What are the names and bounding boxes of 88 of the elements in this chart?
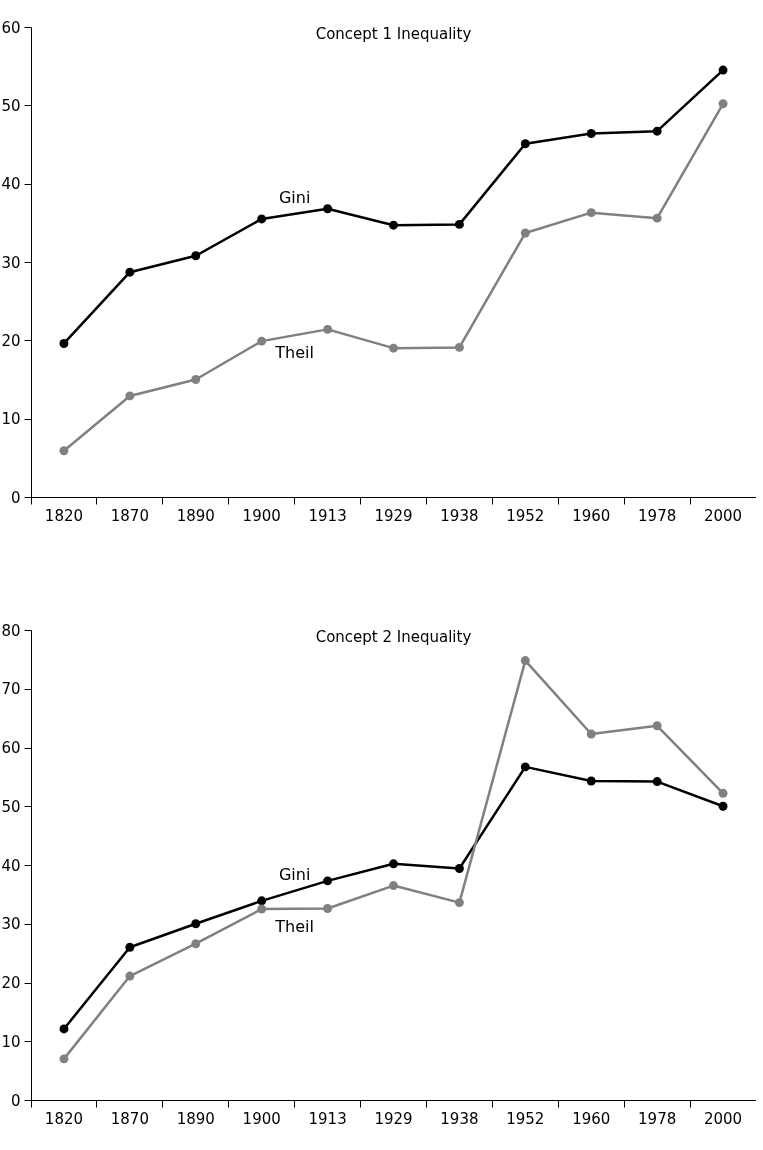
x-tick-label: 1938 [440,1109,479,1128]
point [257,896,267,906]
x-tick-label: 2000 [703,506,743,525]
y-tick-label: 60 [1,739,21,757]
x-tick-label: 1913 [308,1109,347,1128]
point [323,876,333,886]
y-tick-label: 0 [10,1091,21,1110]
point [389,343,398,353]
point [389,859,398,869]
point [652,213,662,223]
point [125,942,135,952]
series-label: Theil [274,916,314,936]
point [257,904,267,914]
point [718,801,728,811]
x-tick-label: 1870 [110,1109,149,1128]
point [652,777,662,787]
point [454,342,464,352]
y-tick-label: 10 [1,1032,21,1051]
y-tick-label: 0 [10,488,21,507]
series-label: Theil [274,343,314,363]
x-tick-label: 1890 [176,506,215,525]
point [125,971,135,981]
point [59,1024,69,1034]
point [454,898,464,908]
y-tick-label: 10 [1,410,21,429]
point [718,99,728,109]
point [389,220,398,230]
point [586,129,596,138]
y-tick-label: 50 [1,96,21,115]
y-tick-label: 30 [1,915,21,934]
y-tick-label: 60 [1,18,21,37]
x-tick-label: 1929 [374,1109,413,1128]
point [652,126,662,136]
x-tick-label: 2000 [703,1109,743,1128]
point [59,1054,69,1064]
point [191,919,201,929]
y-tick-label: 80 [1,621,21,640]
x-tick-label: 1890 [176,1109,215,1128]
point [389,881,398,891]
point [652,721,662,731]
point [718,65,728,75]
point [586,776,596,786]
point [257,336,267,346]
x-tick-label: 1978 [638,1109,677,1128]
x-tick-label: 1913 [308,506,347,525]
point [257,214,267,224]
chart-title: Concept 1 Inequality [315,25,472,43]
point [520,656,530,666]
y-tick-label: 70 [1,680,21,699]
point [191,939,201,949]
point [191,375,201,384]
point [520,139,530,149]
x-tick-label: 1820 [44,1109,84,1128]
series-label: Gini [278,864,311,884]
y-tick-label: 50 [1,797,21,816]
point [454,219,464,229]
y-tick-label: 40 [1,856,21,875]
point [59,446,69,456]
x-tick-label: 1978 [638,506,677,525]
point [59,339,69,348]
x-tick-label: 1820 [44,506,84,525]
point [586,729,596,739]
y-tick-label: 20 [1,331,21,350]
x-tick-label: 1900 [242,1109,281,1128]
point [125,391,135,401]
point [586,208,596,218]
point [718,788,728,798]
series-label: Gini [278,187,311,207]
x-tick-label: 1952 [506,506,545,525]
x-tick-label: 1952 [506,1109,545,1128]
point [520,762,530,772]
x-tick-label: 1870 [110,506,149,525]
point [520,228,530,238]
x-tick-label: 1960 [572,1109,611,1128]
point [454,864,464,873]
point [191,251,201,261]
point [323,904,333,913]
x-tick-label: 1929 [374,506,413,525]
y-tick-label: 40 [1,175,21,194]
x-tick-label: 1900 [242,506,281,525]
point [323,324,333,334]
point [323,204,333,214]
x-tick-label: 1960 [572,506,611,525]
point [125,267,135,277]
x-tick-label: 1938 [440,506,479,525]
chart-title: Concept 2 Inequality [315,628,472,646]
y-tick-label: 30 [1,253,21,272]
y-tick-label: 20 [1,974,21,992]
